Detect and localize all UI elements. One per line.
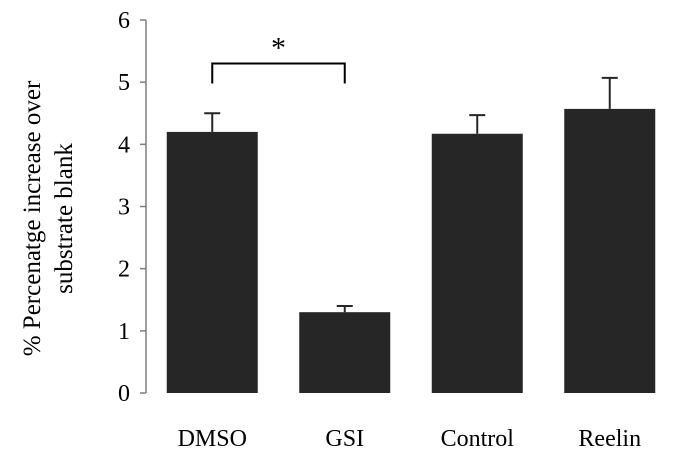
x-tick-label-reelin: Reelin xyxy=(578,426,641,452)
y-axis: 0 1 2 3 4 5 6 xyxy=(118,8,147,407)
significance-layer: * xyxy=(211,32,346,84)
significance-marker: * xyxy=(271,32,286,65)
y-tick-label: 6 xyxy=(118,8,130,34)
error-bar-gsi xyxy=(336,304,353,313)
error-bar-control xyxy=(469,114,486,134)
bars-layer xyxy=(166,108,656,394)
bar-control xyxy=(431,133,523,393)
error-bar-reelin xyxy=(601,76,618,109)
y-axis-title-line-2: substrate blank xyxy=(51,143,78,294)
y-tick-label: 1 xyxy=(118,319,130,345)
error-bars-layer xyxy=(204,76,618,313)
y-tick-label: 5 xyxy=(118,70,130,96)
y-tick-label: 2 xyxy=(118,257,130,283)
significance-bracket xyxy=(211,62,346,84)
bar-gsi xyxy=(299,312,391,393)
x-tick-label-dmso: DMSO xyxy=(178,426,247,452)
bar-reelin xyxy=(564,108,656,394)
y-tick-label: 4 xyxy=(118,132,130,158)
y-axis-title-line-1: % Percenatge increase over xyxy=(19,80,46,356)
y-tick-label: 3 xyxy=(118,195,130,221)
bar-dmso xyxy=(166,131,258,393)
error-bar-dmso xyxy=(204,112,221,132)
labels-layer: DMSO GSI Control Reelin xyxy=(178,426,642,452)
x-tick-label-gsi: GSI xyxy=(325,426,364,452)
x-tick-label-control: Control xyxy=(441,426,515,452)
y-axis-title: % Percenatge increase over substrate blan… xyxy=(19,80,78,356)
y-tick-label: 0 xyxy=(118,381,130,407)
